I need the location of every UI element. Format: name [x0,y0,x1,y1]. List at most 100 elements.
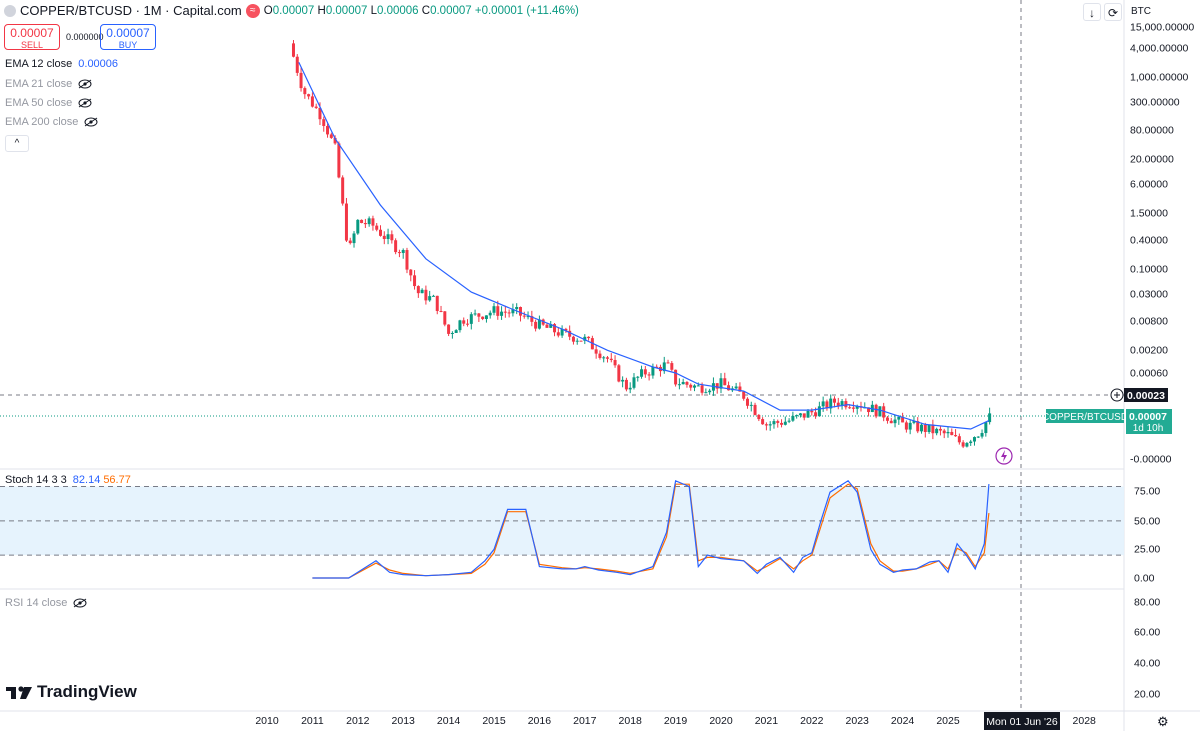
candle-body [840,401,844,406]
time-axis-tick: 2019 [664,715,688,727]
price-axis-tick: 0.00060 [1130,368,1168,380]
refresh-button[interactable]: ⟳ [1104,3,1122,21]
change-readout: +0.00001 (+11.46%) [474,4,579,17]
buy-label: BUY [118,40,138,50]
time-axis-tick: 2011 [301,715,324,727]
compare-icon[interactable]: ≈ [245,3,260,18]
candle-body [969,441,973,444]
rsi-legend[interactable]: RSI 14 close [5,597,87,609]
candle-body [587,336,591,339]
currency-label[interactable]: BTC [1131,6,1151,17]
rsi-axis-tick: 40.00 [1134,658,1160,670]
candle-body [428,296,432,301]
candle-body [379,229,382,236]
candle-body [632,377,636,388]
candle-body [500,311,504,316]
candle-body [901,417,905,423]
price-axis-tick: 4,000.00000 [1130,43,1189,55]
eye-hidden-icon[interactable] [78,98,92,108]
price-axis-tick: 0.00800 [1130,316,1168,328]
candle-body [310,96,314,107]
candle-body [326,125,330,135]
ema12-legend[interactable]: EMA 12 close 0.00006 [5,58,119,70]
symbol-tag-box [1046,409,1124,423]
price-axis-tick: -0.00000 [1130,454,1172,466]
candle-body [636,376,640,378]
candle-body [371,218,375,226]
crosshair-date-label: Mon 01 Jun '26 [986,716,1058,728]
candle-body [469,314,473,324]
candle-body [522,315,526,317]
candle-body [375,225,379,230]
price-axis-tick: 20.00000 [1130,154,1174,166]
ema50-legend[interactable]: EMA 50 close [5,97,92,109]
price-axis-tick: 0.03000 [1130,289,1168,301]
last-price-box [1126,409,1172,434]
candle-body [938,428,942,431]
eye-hidden-icon[interactable] [73,598,87,608]
candle-body [666,362,670,364]
time-axis-tick: 2013 [392,715,416,727]
candle-body [450,332,454,334]
candle-body [923,424,927,432]
candles-group [291,40,992,449]
download-button[interactable]: ↓ [1083,3,1101,21]
candle-body [609,358,613,361]
candle-body [647,374,651,376]
candle-body [337,143,341,178]
candle-body [942,430,946,434]
price-axis-tick: 1.50000 [1130,208,1168,220]
tradingview-logo-icon [6,686,32,699]
candle-body [810,410,814,413]
candle-body [753,404,757,415]
candle-body [795,415,799,417]
sell-price: 0.00007 [10,26,54,40]
candle-body [742,391,746,399]
candle-body [628,387,632,390]
candle-body [416,286,420,294]
candle-body [772,421,776,425]
candle-body [670,363,674,370]
ema200-legend[interactable]: EMA 200 close [5,116,98,128]
candle-body [700,385,704,393]
symbol-tag-label: COPPER/BTCUSD [1042,412,1128,423]
candle-body [780,422,784,425]
candle-body [462,320,466,324]
tradingview-logo[interactable]: TradingView [6,682,137,702]
time-axis-tick: 2018 [619,715,643,727]
eye-hidden-icon[interactable] [78,79,92,89]
stoch-axis-tick: 0.00 [1134,573,1155,585]
candle-body [503,311,507,313]
stoch-axis-tick: 50.00 [1134,516,1160,528]
settings-gear-icon[interactable]: ⚙ [1157,714,1169,729]
candle-body [356,219,360,234]
candle-body [507,312,511,314]
candle-body [927,424,931,432]
lightning-icon [1001,450,1007,462]
candle-body [738,386,742,392]
candle-body [360,219,364,224]
candle-body [954,435,958,437]
time-axis-tick: 2010 [255,715,279,727]
candle-body [594,349,598,354]
buy-button[interactable]: 0.00007 BUY [100,24,156,50]
symbol-logo-icon [4,4,16,17]
candle-body [352,233,356,244]
crosshair-price-label: 0.00023 [1127,390,1165,402]
symbol-header: COPPER/BTCUSD · 1M · Capital.com ≈ O0.00… [4,3,579,18]
symbol-title[interactable]: COPPER/BTCUSD · 1M · Capital.com [20,3,242,18]
collapse-legend-button[interactable]: ^ [5,135,29,152]
price-axis-tick: 0.00200 [1130,345,1168,357]
sell-button[interactable]: 0.00007 SELL [4,24,60,50]
candle-body [931,424,935,434]
stoch-legend[interactable]: Stoch 14 3 3 82.14 56.77 [5,474,131,486]
candle-body [515,307,519,310]
price-axis-tick: 1,000.00000 [1130,72,1189,84]
candle-body [677,384,681,386]
candle-body [727,385,731,391]
eye-hidden-icon[interactable] [84,117,98,127]
candle-body [583,336,587,341]
candle-body [344,203,348,241]
ema21-legend[interactable]: EMA 21 close [5,78,92,90]
